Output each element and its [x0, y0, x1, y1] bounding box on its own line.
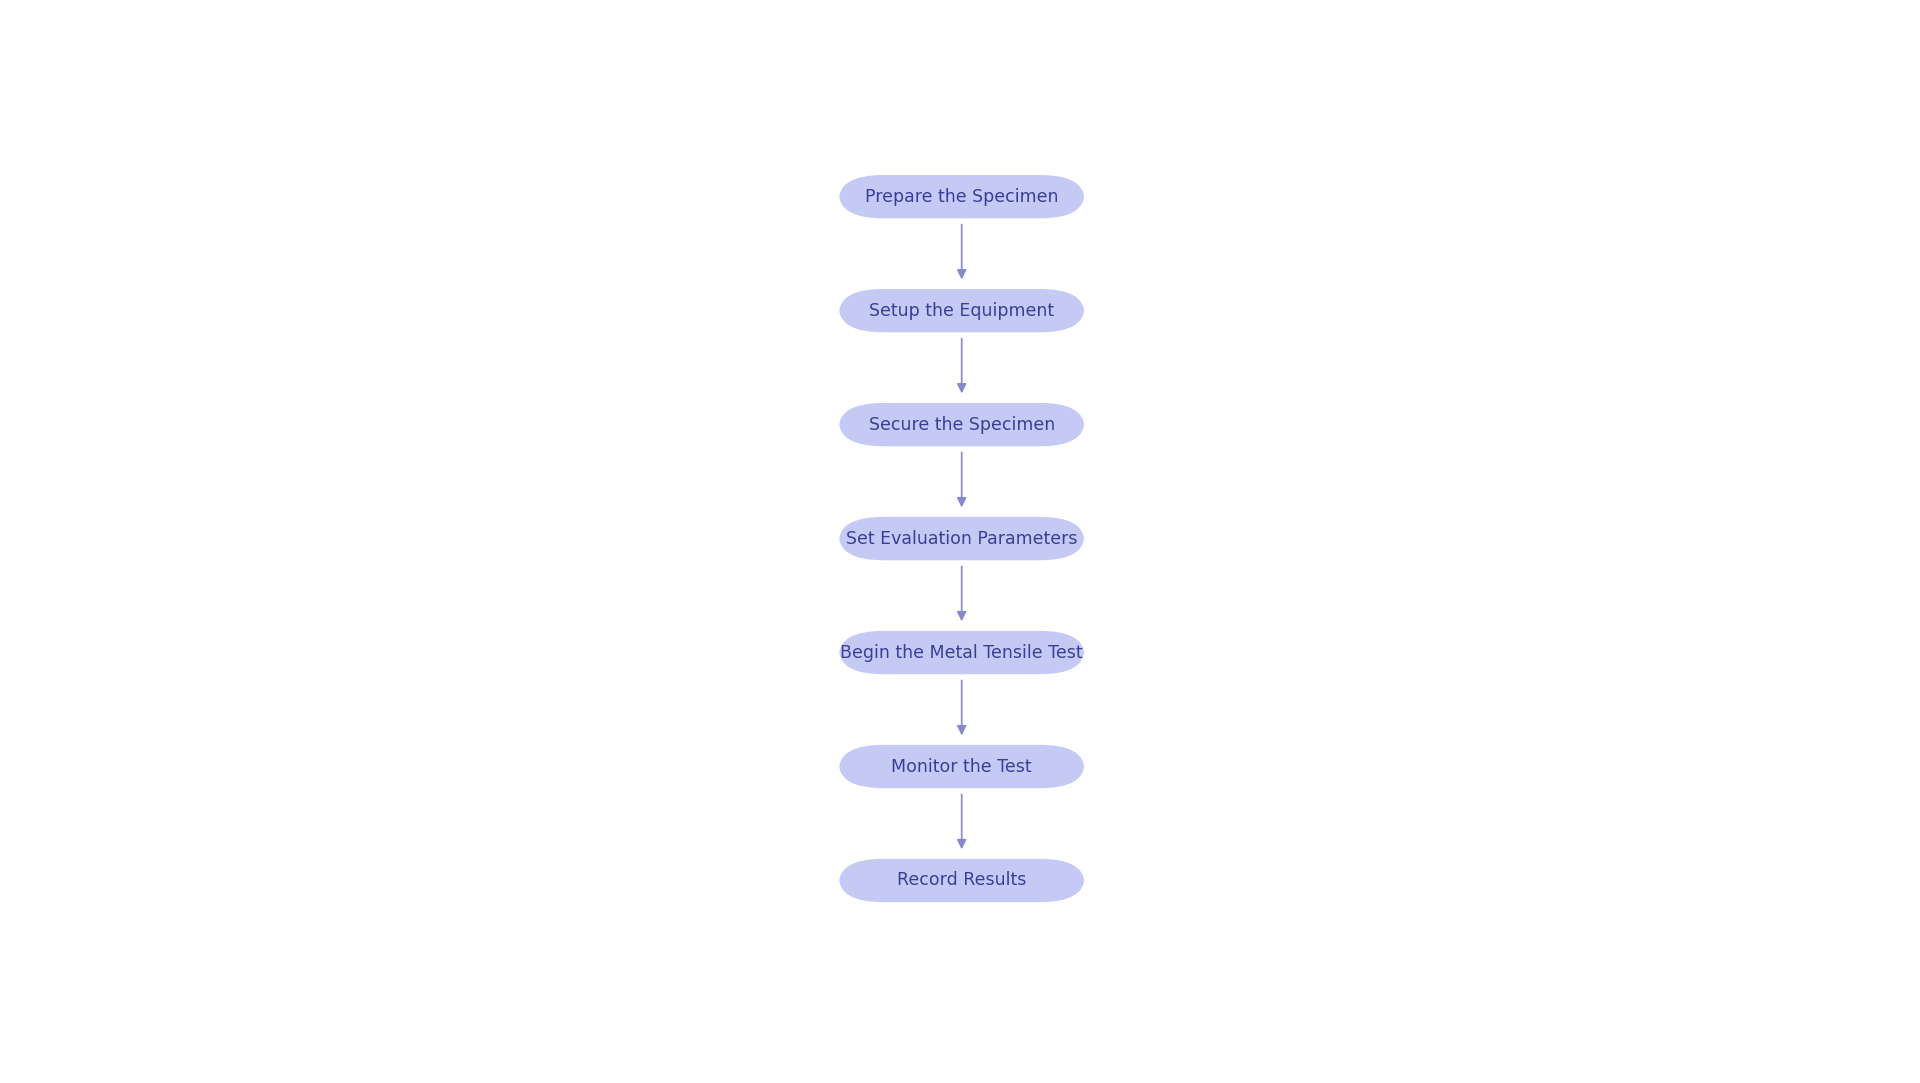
Text: Prepare the Specimen: Prepare the Specimen [864, 187, 1058, 206]
Text: Monitor the Test: Monitor the Test [891, 757, 1031, 775]
FancyBboxPatch shape [839, 517, 1085, 560]
Text: Setup the Equipment: Setup the Equipment [870, 302, 1054, 319]
FancyBboxPatch shape [839, 745, 1085, 788]
Text: Begin the Metal Tensile Test: Begin the Metal Tensile Test [841, 643, 1083, 662]
Text: Set Evaluation Parameters: Set Evaluation Parameters [847, 530, 1077, 548]
FancyBboxPatch shape [839, 289, 1085, 332]
FancyBboxPatch shape [839, 859, 1085, 902]
Text: Secure the Specimen: Secure the Specimen [868, 416, 1054, 433]
FancyBboxPatch shape [839, 631, 1085, 675]
Text: Record Results: Record Results [897, 872, 1027, 889]
FancyBboxPatch shape [839, 175, 1085, 219]
FancyBboxPatch shape [839, 403, 1085, 446]
